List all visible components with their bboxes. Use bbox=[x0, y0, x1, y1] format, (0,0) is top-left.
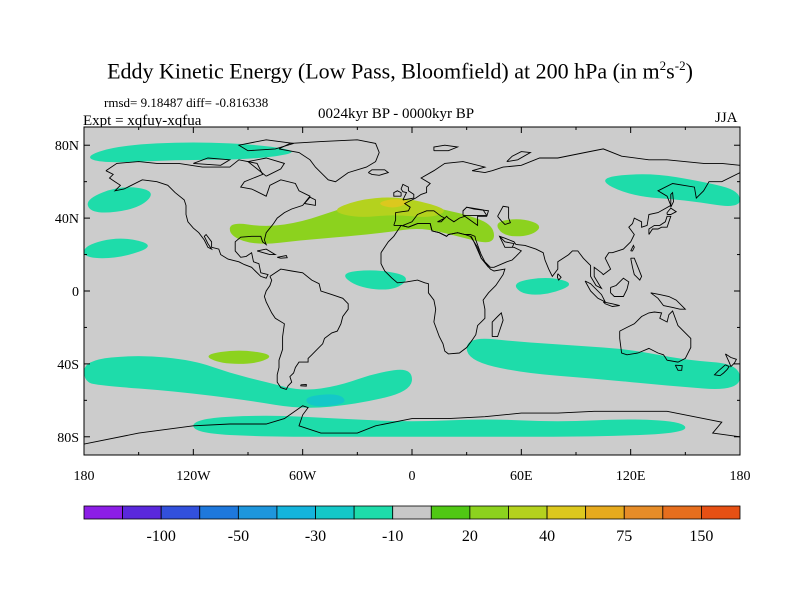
coast-black-sea bbox=[462, 206, 488, 216]
x-tick-label-1: 120W bbox=[176, 469, 211, 484]
coast-java bbox=[602, 301, 620, 307]
period-label: 0024kyr BP - 0000kyr BP bbox=[318, 106, 475, 122]
x-tick-label-4: 60E bbox=[510, 469, 533, 484]
colorbar-box-13 bbox=[585, 505, 625, 520]
colorbar-box-2 bbox=[160, 505, 201, 520]
contour-regions bbox=[84, 142, 740, 437]
coast-sakhalin bbox=[670, 191, 674, 208]
colorbar-box-14 bbox=[623, 505, 664, 520]
coast-australia bbox=[619, 310, 692, 363]
y-tick-label-3: 40S bbox=[57, 358, 79, 373]
coast-sri-lanka bbox=[556, 273, 562, 281]
region-deep-negative-patch bbox=[306, 394, 345, 407]
coast-borneo bbox=[610, 277, 630, 297]
coast-hispaniola bbox=[277, 254, 288, 259]
y-tick-label-2: 0 bbox=[72, 285, 79, 300]
colorbar-box-10 bbox=[469, 505, 509, 520]
coast-novaya-zemlya bbox=[506, 151, 532, 163]
coast-antarctica bbox=[84, 405, 740, 445]
x-tick-label-5: 120E bbox=[616, 469, 646, 484]
colorbar-box-5 bbox=[276, 505, 316, 520]
colorbar-box-6 bbox=[315, 505, 355, 520]
coast-philippines bbox=[630, 257, 643, 281]
colorbar-label-0: -100 bbox=[147, 528, 176, 545]
colorbar-label-1: -50 bbox=[228, 528, 249, 545]
x-tick-label-6: 180 bbox=[730, 469, 751, 484]
region-indian-equator-negative bbox=[515, 277, 570, 295]
colorbar-label-6: 75 bbox=[616, 528, 632, 545]
coast-uk bbox=[400, 183, 415, 201]
season-label: JJA bbox=[715, 110, 738, 126]
colorbar-box-11 bbox=[508, 505, 548, 520]
coast-newfoundland bbox=[304, 196, 316, 206]
coast-red-sea-west bbox=[470, 236, 489, 268]
coast-falklands bbox=[300, 384, 307, 387]
region-tropical-atlantic-negative bbox=[345, 270, 406, 290]
experiment-label: Expt = xqfuy-xqfua bbox=[83, 113, 202, 129]
colorbar-box-7 bbox=[353, 505, 394, 520]
colorbar-box-4 bbox=[237, 505, 278, 520]
colorbar-box-15 bbox=[662, 505, 702, 520]
colorbar-label-4: 20 bbox=[462, 528, 478, 545]
coast-south-america bbox=[263, 268, 349, 390]
coast-persian-gulf bbox=[499, 235, 515, 248]
coast-svalbard bbox=[433, 144, 460, 152]
axis-ticks: 180 120W 60W 0 60E 120E 180 80N 40N 0 40S 80S bbox=[55, 127, 751, 484]
coast-new-guinea bbox=[650, 292, 687, 310]
chart-title: Eddy Kinetic Energy (Low Pass, Bloomfiel… bbox=[107, 58, 693, 84]
coast-madagascar bbox=[491, 312, 504, 338]
colorbar-box-8 bbox=[392, 505, 432, 520]
coast-new-zealand-south bbox=[713, 364, 730, 377]
coast-new-zealand-north bbox=[724, 353, 738, 368]
x-tick-label-3: 0 bbox=[409, 469, 416, 484]
coast-greenland bbox=[278, 139, 380, 183]
colorbar-box-9 bbox=[430, 505, 471, 520]
coast-victoria-island bbox=[193, 157, 232, 166]
y-tick-label-0: 80N bbox=[55, 139, 79, 154]
colorbar-box-3 bbox=[199, 505, 239, 520]
colorbar-box-1 bbox=[122, 505, 162, 520]
region-north-atlantic-peak bbox=[380, 199, 408, 208]
coast-hokkaido bbox=[666, 207, 678, 215]
colorbar-box-0 bbox=[83, 505, 123, 520]
coast-eurasia bbox=[393, 148, 740, 290]
coast-iceland bbox=[368, 169, 390, 176]
coast-tasmania bbox=[674, 364, 683, 371]
region-pacific-negative-west bbox=[605, 174, 740, 206]
colorbar-box-16 bbox=[701, 505, 741, 520]
coast-caspian-sea bbox=[497, 205, 511, 226]
colorbar-label-7: 150 bbox=[689, 528, 713, 545]
colorbar-box-12 bbox=[546, 505, 587, 520]
x-tick-label-2: 60W bbox=[289, 469, 317, 484]
coastlines bbox=[84, 139, 740, 445]
coast-africa bbox=[380, 223, 506, 355]
coast-cuba bbox=[256, 248, 277, 256]
colorbar: -100 -50 -30 -10 20 40 75 150 bbox=[83, 505, 741, 545]
region-pacific-negative-north bbox=[87, 187, 151, 213]
region-south-pacific-positive bbox=[208, 350, 270, 364]
region-arctic-negative bbox=[90, 142, 292, 163]
region-indian-ocean-negative bbox=[466, 338, 740, 389]
y-tick-label-1: 40N bbox=[55, 212, 79, 227]
x-tick-label-0: 180 bbox=[74, 469, 95, 484]
coast-ellesmere bbox=[237, 139, 294, 152]
region-pacific-negative-equator bbox=[84, 238, 148, 259]
coast-taiwan bbox=[630, 244, 635, 252]
y-tick-label-4: 80S bbox=[57, 431, 79, 446]
colorbar-label-2: -30 bbox=[305, 528, 326, 545]
colorbar-label-3: -10 bbox=[382, 528, 403, 545]
coast-ireland bbox=[393, 190, 402, 197]
coast-baffin bbox=[246, 157, 286, 177]
coast-north-america bbox=[105, 159, 311, 279]
stats-label: rmsd= 9.18487 diff= -0.816338 bbox=[104, 95, 269, 110]
coast-japan bbox=[648, 215, 672, 235]
coast-mediterranean-north bbox=[402, 206, 490, 227]
colorbar-label-5: 40 bbox=[539, 528, 555, 545]
